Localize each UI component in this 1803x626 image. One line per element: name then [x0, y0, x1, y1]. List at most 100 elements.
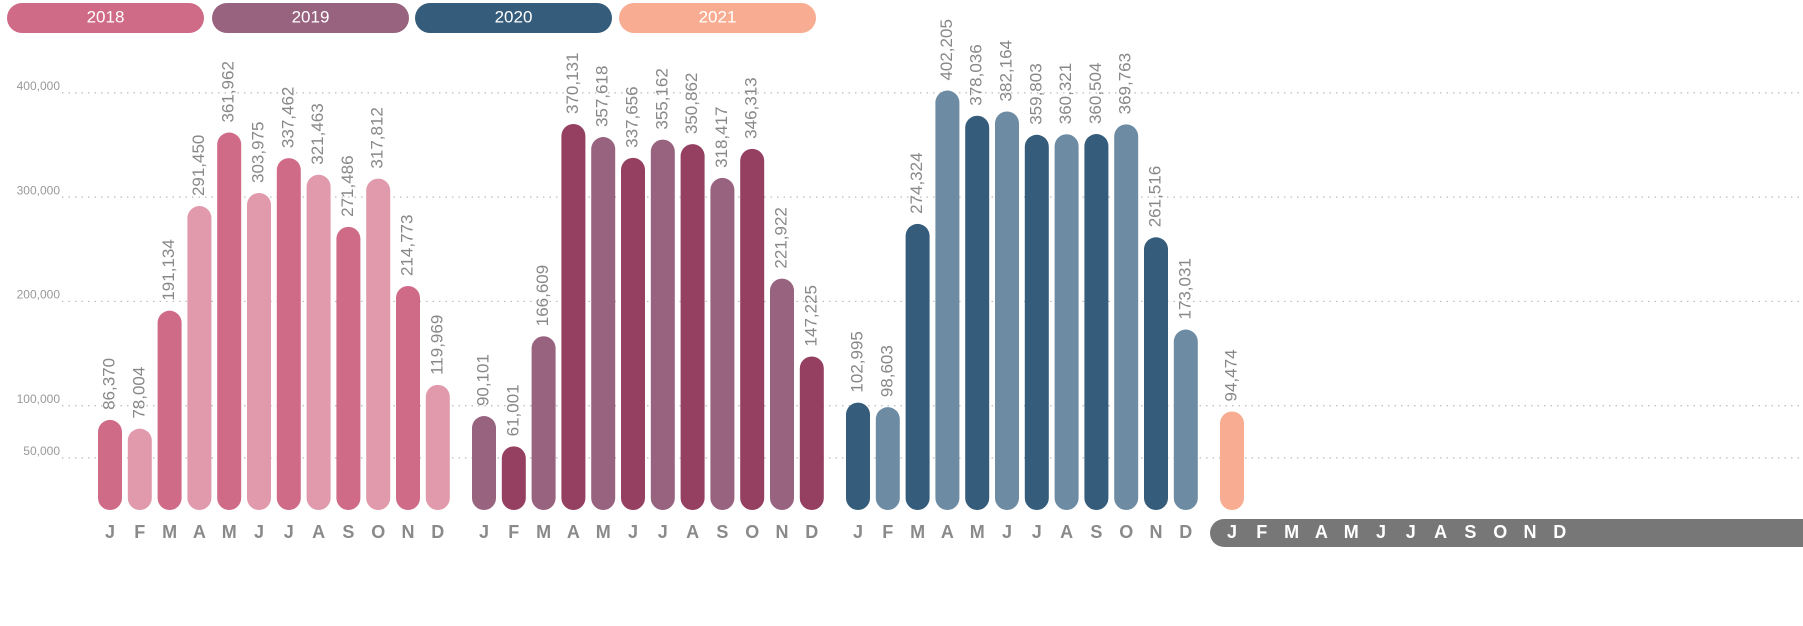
bar: [995, 111, 1019, 510]
bar: [1054, 134, 1079, 510]
bar: [98, 419, 122, 510]
value-label: 337,656: [622, 86, 641, 147]
x-tick-label: A: [941, 522, 954, 542]
bar: [127, 428, 152, 510]
value-label: 147,225: [801, 285, 820, 346]
x-tick-label: A: [567, 522, 580, 542]
bar: [187, 206, 212, 511]
value-label: 98,603: [877, 345, 896, 397]
bar: [366, 178, 391, 510]
x-tick-label: F: [508, 522, 519, 542]
x-tick-label: J: [658, 522, 668, 542]
bar: [157, 310, 182, 510]
value-label: 61,001: [503, 384, 522, 436]
bar: [217, 132, 242, 511]
value-label: 357,618: [593, 66, 612, 127]
x-tick-label: M: [536, 522, 551, 542]
bar: [531, 336, 556, 510]
x-tick-label: J: [628, 522, 638, 542]
legend-button[interactable]: [212, 3, 409, 33]
bar: [1084, 134, 1109, 510]
x-tick-label: A: [686, 522, 699, 542]
value-label: 369,763: [1116, 53, 1135, 114]
bar: [276, 158, 301, 510]
x-tick-label: M: [910, 522, 925, 542]
x-tick-label: O: [1493, 522, 1507, 542]
x-tick-label: J: [1032, 522, 1042, 542]
legend-button[interactable]: [7, 3, 204, 33]
x-tick-label: J: [1376, 522, 1386, 542]
x-tick-label: M: [1284, 522, 1299, 542]
x-tick-label: A: [1060, 522, 1073, 542]
x-tick-label: D: [1179, 522, 1192, 542]
value-label: 370,131: [563, 53, 582, 114]
value-label: 78,004: [129, 367, 148, 419]
legend-label[interactable]: 2018: [87, 7, 125, 26]
bar: [501, 446, 526, 510]
value-label: 214,773: [397, 215, 416, 276]
y-tick-label: 200,000: [17, 288, 61, 302]
value-label: 355,162: [652, 68, 671, 129]
bar: [306, 174, 331, 510]
value-label: 303,975: [248, 122, 267, 183]
value-label: 90,101: [473, 354, 492, 406]
x-tick-label: A: [1434, 522, 1447, 542]
legend-button[interactable]: [415, 3, 612, 33]
x-tick-label: M: [162, 522, 177, 542]
x-tick-label: S: [1464, 522, 1476, 542]
x-tick-label: S: [1090, 522, 1102, 542]
x-tick-label: J: [1002, 522, 1012, 542]
y-tick-label: 100,000: [17, 392, 61, 406]
x-tick-label: J: [1227, 522, 1237, 542]
x-tick-label: D: [805, 522, 818, 542]
legend-label[interactable]: 2021: [699, 7, 737, 26]
bar: [591, 137, 616, 510]
legend-label[interactable]: 2020: [495, 7, 533, 26]
bar: [472, 416, 496, 510]
x-tick-label: J: [105, 522, 115, 542]
x-tick-label: N: [1524, 522, 1537, 542]
y-tick-label: 50,000: [23, 444, 60, 458]
bar: [846, 402, 870, 510]
x-tick-label: A: [312, 522, 325, 542]
bar: [247, 192, 271, 510]
bar: [710, 177, 735, 510]
y-tick-label: 400,000: [17, 79, 61, 93]
x-tick-label: M: [222, 522, 237, 542]
value-label: 361,962: [219, 61, 238, 122]
x-tick-label: O: [371, 522, 385, 542]
x-tick-label: O: [745, 522, 759, 542]
x-tick-label: M: [1344, 522, 1359, 542]
value-label: 337,462: [278, 87, 297, 148]
x-tick-label: J: [479, 522, 489, 542]
value-label: 274,324: [907, 152, 926, 213]
x-tick-label: A: [193, 522, 206, 542]
x-tick-label: F: [1256, 522, 1267, 542]
month-band: [1210, 519, 1803, 547]
bar: [905, 223, 930, 510]
value-label: 221,922: [771, 207, 790, 268]
bar: [425, 384, 450, 510]
value-label: 346,313: [742, 77, 761, 138]
value-label: 317,812: [368, 107, 387, 168]
bar: [1220, 411, 1244, 510]
x-tick-label: A: [1315, 522, 1328, 542]
bar: [935, 90, 960, 510]
value-label: 350,862: [682, 73, 701, 134]
x-tick-label: N: [1150, 522, 1163, 542]
value-label: 402,205: [937, 19, 956, 80]
x-tick-label: J: [853, 522, 863, 542]
x-tick-label: J: [1406, 522, 1416, 542]
x-tick-label: S: [342, 522, 354, 542]
bar: [799, 356, 824, 510]
legend-button[interactable]: [619, 3, 816, 33]
x-tick-label: M: [970, 522, 985, 542]
x-tick-label: S: [716, 522, 728, 542]
bar: [621, 157, 645, 510]
y-tick-label: 300,000: [17, 183, 61, 197]
legend-label[interactable]: 2019: [292, 7, 330, 26]
value-label: 382,164: [996, 40, 1015, 101]
value-label: 360,504: [1086, 63, 1105, 124]
x-tick-label: J: [284, 522, 294, 542]
value-label: 261,516: [1145, 166, 1164, 227]
